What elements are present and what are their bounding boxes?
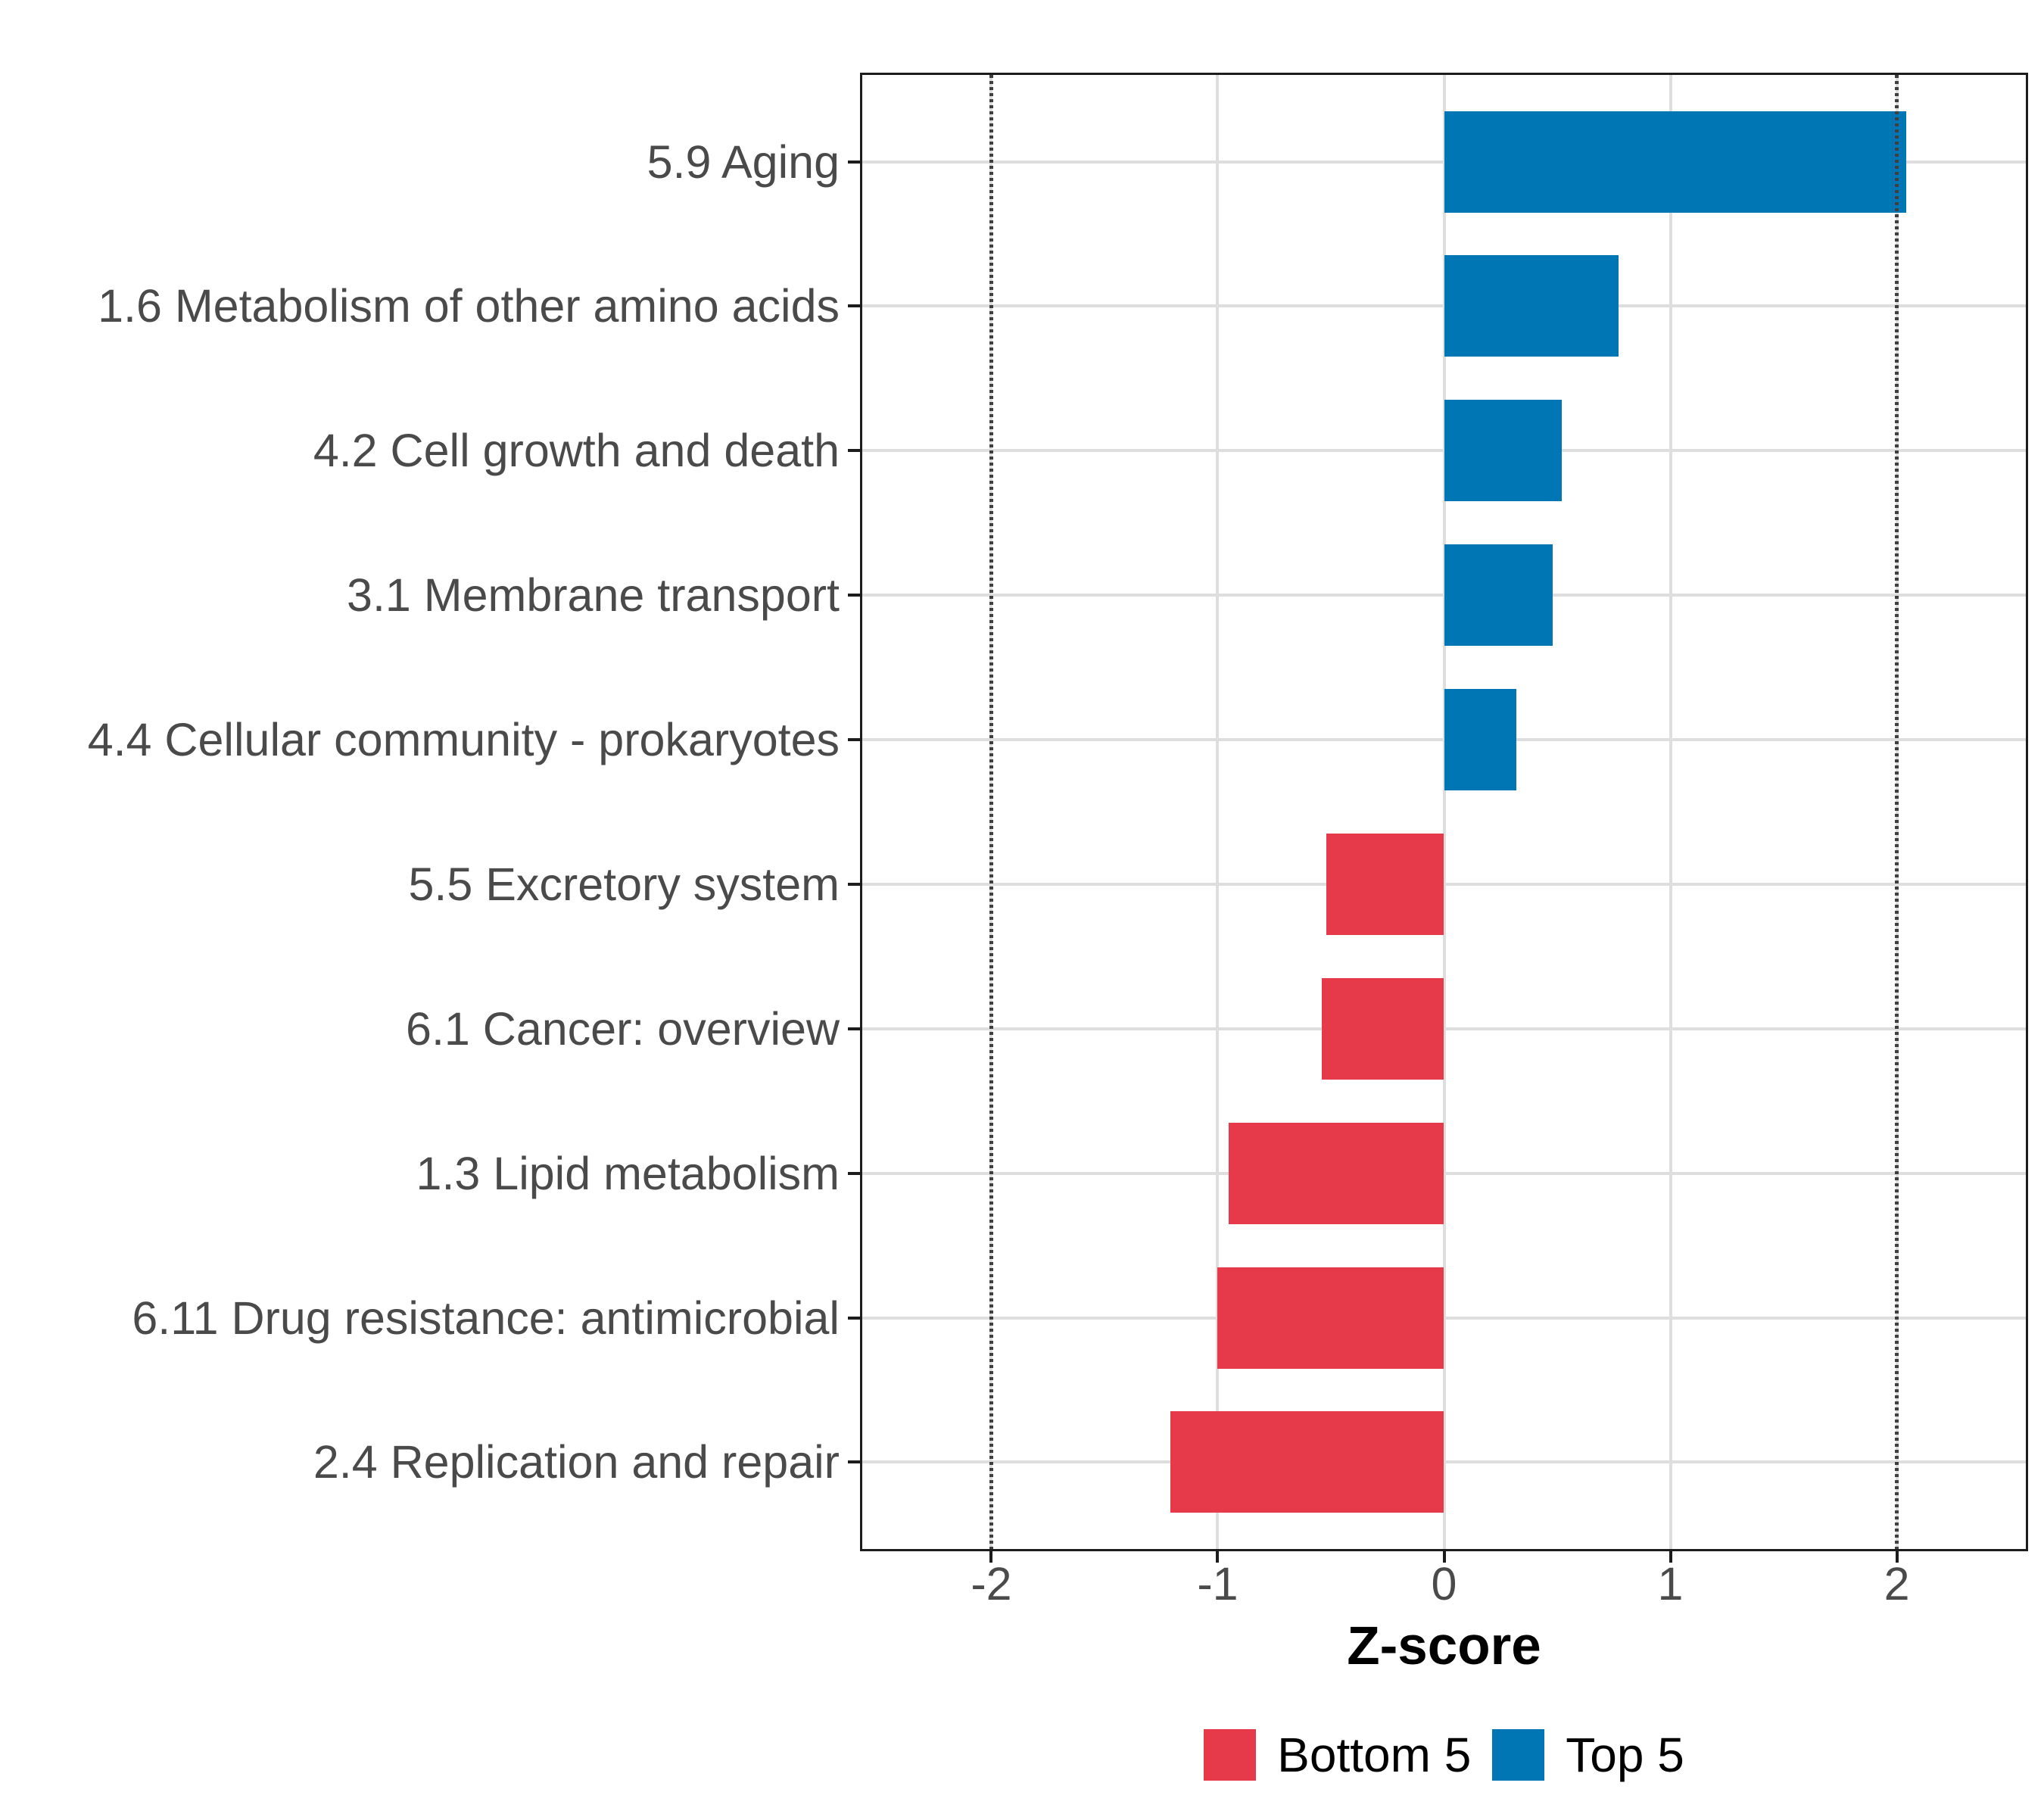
legend-label-bottom5: Bottom 5 <box>1277 1728 1472 1782</box>
x-axis-tick <box>1669 1551 1672 1563</box>
y-category-label: 1.6 Metabolism of other amino acids <box>98 280 840 332</box>
bar <box>1326 833 1444 935</box>
y-axis-tick <box>848 1027 860 1030</box>
reference-line <box>989 75 993 1549</box>
y-gridline <box>862 882 2026 886</box>
y-axis-tick <box>848 738 860 742</box>
y-category-label: 4.4 Cellular community - prokaryotes <box>87 714 840 766</box>
panel-border <box>860 73 2028 1551</box>
bar <box>1170 1411 1444 1513</box>
y-axis-tick <box>848 594 860 597</box>
bar <box>1444 255 1619 357</box>
x-gridline <box>1442 75 1446 1549</box>
y-axis-tick <box>848 882 860 886</box>
y-axis-tick <box>848 1460 860 1464</box>
x-tick-label: 0 <box>1431 1558 1457 1610</box>
y-axis-tick <box>848 304 860 308</box>
bar <box>1444 544 1553 647</box>
x-axis-tick <box>1216 1551 1220 1563</box>
legend-label-top5: Top 5 <box>1566 1728 1684 1782</box>
y-axis-tick <box>848 1171 860 1175</box>
x-axis-tick <box>1895 1551 1899 1563</box>
y-axis-tick <box>848 160 860 164</box>
y-axis-tick <box>848 449 860 453</box>
x-gridline <box>1216 75 1220 1549</box>
legend-swatch-top5 <box>1492 1729 1545 1781</box>
y-gridline <box>862 1171 2026 1175</box>
bar <box>1444 111 1906 213</box>
x-tick-label: -1 <box>1197 1558 1239 1610</box>
bar <box>1322 977 1444 1080</box>
reference-line <box>1895 75 1899 1549</box>
bar <box>1444 689 1517 791</box>
y-gridline <box>862 1027 2026 1030</box>
legend-swatch-bottom5 <box>1204 1729 1257 1781</box>
y-category-label: 6.11 Drug resistance: antimicrobial <box>132 1292 840 1344</box>
y-category-label: 2.4 Replication and repair <box>313 1436 840 1488</box>
y-category-label: 6.1 Cancer: overview <box>406 1002 840 1055</box>
y-category-label: 4.2 Cell growth and death <box>313 425 840 477</box>
x-axis-tick <box>1442 1551 1446 1563</box>
y-category-label: 5.5 Excretory system <box>408 858 840 910</box>
y-gridline <box>862 1460 2026 1464</box>
bar <box>1444 400 1562 502</box>
y-category-label: 3.1 Membrane transport <box>347 569 840 622</box>
bar <box>1229 1122 1444 1224</box>
y-category-label: 1.3 Lipid metabolism <box>416 1147 840 1199</box>
x-tick-label: 1 <box>1657 1558 1684 1610</box>
x-tick-label: 2 <box>1884 1558 1910 1610</box>
y-axis-tick <box>848 1316 860 1320</box>
legend: Bottom 5 Top 5 <box>862 1729 2026 1781</box>
x-tick-label: -2 <box>971 1558 1012 1610</box>
x-axis-title: Z-score <box>1347 1616 1541 1676</box>
bar <box>1217 1267 1444 1369</box>
x-gridline <box>1669 75 1672 1549</box>
y-category-label: 5.9 Aging <box>647 136 840 188</box>
y-gridline <box>862 1316 2026 1320</box>
x-axis-tick <box>989 1551 993 1563</box>
